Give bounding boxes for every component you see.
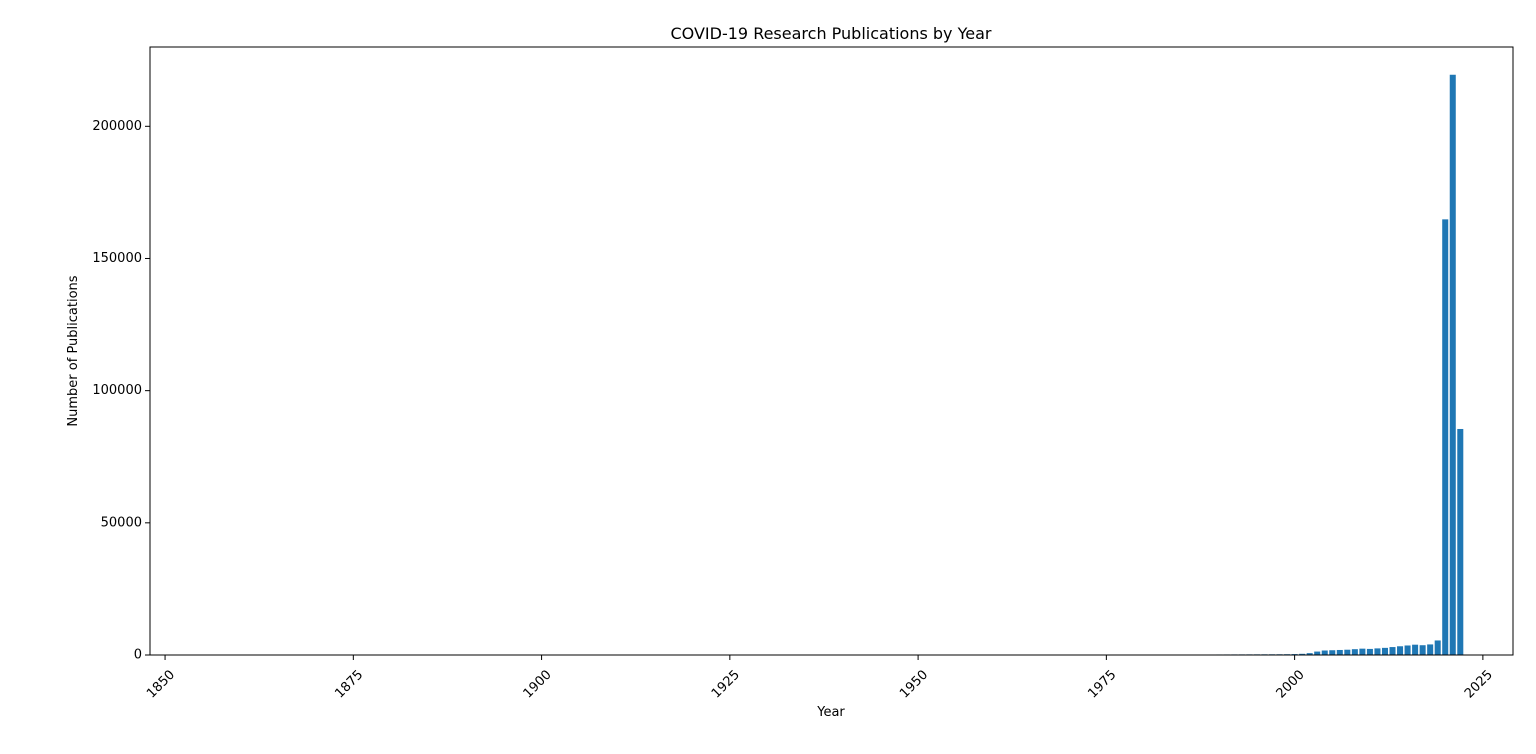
bar-2016: [1412, 644, 1419, 655]
bar-2009: [1359, 648, 1366, 655]
x-tick-label: 2025: [1462, 667, 1496, 701]
bar-2001: [1299, 653, 1306, 655]
x-tick-label: 1975: [1085, 667, 1119, 701]
bar-2019: [1434, 640, 1441, 655]
bar-2010: [1366, 648, 1373, 655]
x-tick-label: 2000: [1274, 667, 1308, 701]
x-tick-label: 1875: [332, 667, 366, 701]
y-axis-label: Number of Publications: [66, 275, 81, 426]
bar-2007: [1344, 649, 1351, 655]
bar-2003: [1314, 651, 1321, 655]
bar-2014: [1397, 646, 1404, 655]
bar-2006: [1336, 649, 1343, 655]
bar-2012: [1381, 647, 1388, 655]
bar-2011: [1374, 648, 1381, 655]
bar-2015: [1404, 645, 1411, 655]
x-tick-label: 1850: [144, 667, 178, 701]
plot-area-frame: [149, 46, 1514, 656]
chart-title: COVID-19 Research Publications by Year: [671, 24, 992, 43]
y-tick-label: 0: [134, 648, 142, 663]
x-axis-label: Year: [816, 705, 845, 720]
y-axis: 0 50000 100000 150000 200000: [92, 119, 150, 663]
x-tick-label: 1925: [709, 667, 743, 701]
bar-2020: [1442, 219, 1449, 655]
y-tick-label: 100000: [92, 383, 142, 398]
bar-2022: [1457, 428, 1464, 655]
x-axis: 1850 1875 1900 1925 1950 1975 2000 2025: [144, 655, 1496, 701]
x-tick-label: 1950: [897, 667, 931, 701]
bar-2005: [1329, 650, 1336, 655]
bar-2017: [1419, 645, 1426, 655]
bar-2002: [1306, 653, 1313, 655]
bar-2008: [1351, 649, 1358, 655]
x-tick-label: 1900: [521, 667, 555, 701]
bars-group: [1103, 74, 1464, 655]
y-tick-label: 150000: [92, 251, 142, 266]
bar-2004: [1321, 650, 1328, 655]
bar-2021: [1449, 74, 1456, 655]
y-tick-label: 200000: [92, 119, 142, 134]
bar-2013: [1389, 647, 1396, 655]
y-tick-label: 50000: [101, 515, 142, 530]
bar-2018: [1427, 644, 1434, 655]
